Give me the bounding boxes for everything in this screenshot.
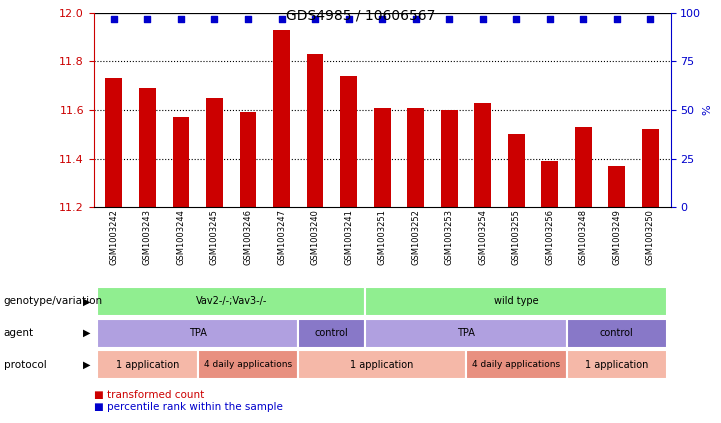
Bar	[466, 350, 567, 379]
Bar	[474, 103, 491, 207]
Text: GDS4985 / 10606567: GDS4985 / 10606567	[286, 8, 435, 22]
Point	[443, 15, 455, 22]
Text: ■ transformed count: ■ transformed count	[94, 390, 204, 400]
Bar	[642, 129, 659, 207]
Y-axis label: %: %	[703, 104, 712, 115]
Text: 1 application: 1 application	[115, 360, 179, 370]
Bar	[206, 98, 223, 207]
Bar	[609, 166, 625, 207]
Text: genotype/variation: genotype/variation	[4, 297, 102, 306]
Bar	[508, 134, 525, 207]
Bar	[198, 350, 298, 379]
Text: 4 daily applications: 4 daily applications	[472, 360, 560, 369]
Bar	[172, 117, 190, 207]
Bar	[273, 30, 290, 207]
Bar	[373, 107, 391, 207]
Point	[175, 15, 187, 22]
Bar	[575, 127, 592, 207]
Point	[544, 15, 556, 22]
Text: ▶: ▶	[83, 297, 90, 306]
Bar	[97, 350, 198, 379]
Bar	[407, 107, 424, 207]
Text: control: control	[315, 328, 349, 338]
Point	[108, 15, 120, 22]
Point	[645, 15, 656, 22]
Text: control: control	[600, 328, 634, 338]
Text: TPA: TPA	[457, 328, 475, 338]
Bar	[298, 350, 466, 379]
Bar	[97, 319, 298, 348]
Bar	[298, 319, 366, 348]
Text: wild type: wild type	[494, 297, 539, 306]
Bar	[366, 287, 667, 316]
Point	[578, 15, 589, 22]
Bar	[306, 54, 324, 207]
Bar	[366, 319, 567, 348]
Bar	[441, 110, 458, 207]
Bar	[567, 350, 667, 379]
Text: protocol: protocol	[4, 360, 46, 370]
Point	[477, 15, 489, 22]
Point	[275, 15, 287, 22]
Point	[342, 15, 354, 22]
Point	[376, 15, 388, 22]
Text: 1 application: 1 application	[585, 360, 649, 370]
Bar	[567, 319, 667, 348]
Point	[510, 15, 522, 22]
Bar	[139, 88, 156, 207]
Bar	[541, 161, 558, 207]
Point	[208, 15, 220, 22]
Text: ▶: ▶	[83, 328, 90, 338]
Point	[611, 15, 623, 22]
Text: agent: agent	[4, 328, 34, 338]
Point	[410, 15, 422, 22]
Point	[141, 15, 153, 22]
Text: TPA: TPA	[189, 328, 207, 338]
Text: Vav2-/-;Vav3-/-: Vav2-/-;Vav3-/-	[195, 297, 267, 306]
Point	[309, 15, 321, 22]
Text: 4 daily applications: 4 daily applications	[204, 360, 292, 369]
Bar	[239, 113, 257, 207]
Point	[242, 15, 254, 22]
Bar	[105, 78, 123, 207]
Text: ■ percentile rank within the sample: ■ percentile rank within the sample	[94, 402, 283, 412]
Bar	[340, 76, 357, 207]
Text: ▶: ▶	[83, 360, 90, 370]
Bar	[97, 287, 366, 316]
Text: 1 application: 1 application	[350, 360, 414, 370]
